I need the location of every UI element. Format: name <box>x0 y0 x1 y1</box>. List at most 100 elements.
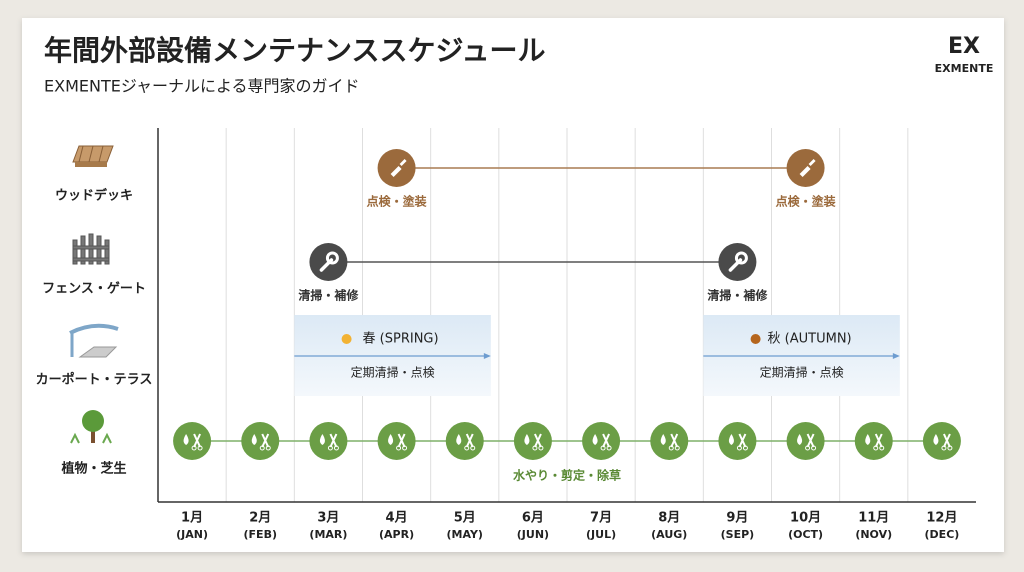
glyph-part <box>734 251 748 265</box>
icon-part <box>82 410 104 432</box>
logo-name: EXMENTE <box>935 62 994 75</box>
glyph <box>797 433 817 451</box>
event-label: 水やり・剪定・除草 <box>513 468 621 483</box>
glyph-part <box>947 445 953 451</box>
glyph-part <box>873 445 879 451</box>
glyph-part <box>670 433 679 448</box>
month-label: 1月 <box>181 511 203 526</box>
glyph-part <box>319 434 325 445</box>
season-name: 春 (SPRING) <box>363 332 439 347</box>
month-label: 7月 <box>590 511 612 526</box>
arrow-head <box>483 353 491 359</box>
glyph-part <box>738 433 747 448</box>
glyph-part <box>259 445 265 451</box>
glyph-part <box>191 445 197 451</box>
logo-mark: EX <box>948 34 980 59</box>
title: 年間外部設備メンテナンススケジュール <box>44 34 545 67</box>
event-label: 清掃・補修 <box>707 288 768 303</box>
month-label: 8月 <box>658 511 680 526</box>
event-circle <box>513 422 552 460</box>
month-sub: (DEC) <box>925 528 960 541</box>
event <box>445 422 484 460</box>
glyph-part <box>534 433 542 448</box>
glyph-part <box>728 434 734 445</box>
glyph <box>728 251 748 272</box>
glyph <box>319 251 339 272</box>
event-circle <box>650 422 689 460</box>
glyph-part <box>251 434 257 445</box>
glyph-part <box>524 434 530 445</box>
glyph-part <box>606 445 612 451</box>
icon-part <box>75 162 107 167</box>
row-icon <box>72 145 114 167</box>
glyph <box>390 159 407 177</box>
glyph-part <box>197 445 203 451</box>
glyph-part <box>396 445 402 451</box>
month-sub: (MAR) <box>309 528 347 541</box>
event-circle <box>922 422 961 460</box>
glyph <box>251 433 271 451</box>
glyph-part <box>390 159 407 177</box>
event <box>513 422 552 460</box>
event-circle <box>718 422 757 460</box>
event-label: 点検・塗装 <box>776 194 836 209</box>
event <box>582 422 621 460</box>
glyph-part <box>325 251 339 265</box>
month-label: 9月 <box>726 511 748 526</box>
month-sub: (FEB) <box>244 528 277 541</box>
event <box>786 422 825 460</box>
glyph-part <box>464 445 470 451</box>
glyph-part <box>183 434 189 445</box>
arrow-head <box>892 353 900 359</box>
event <box>650 422 689 460</box>
event-circle <box>786 422 825 460</box>
month-label: 11月 <box>858 511 889 526</box>
glyph <box>799 159 816 177</box>
row-label: カーポート・テラス <box>36 372 153 388</box>
glyph-part <box>806 433 815 448</box>
month-label: 12月 <box>926 511 957 526</box>
glyph-part <box>805 445 811 451</box>
month-label: 4月 <box>386 511 408 526</box>
month-label: 6月 <box>522 511 544 526</box>
glyph-part <box>470 445 476 451</box>
icon-part <box>104 239 110 265</box>
month-sub: (JUN) <box>517 528 549 541</box>
month-label: 10月 <box>790 511 821 526</box>
glyph-part <box>329 433 338 448</box>
event <box>718 243 757 281</box>
glyph <box>183 433 203 451</box>
row-icon <box>72 233 110 265</box>
icon-part <box>69 323 119 335</box>
row-label: ウッドデッキ <box>55 188 133 204</box>
glyph-part <box>602 433 610 448</box>
glyph-part <box>933 434 939 445</box>
icon-part <box>72 257 110 262</box>
glyph-part <box>265 445 271 451</box>
glyph <box>728 433 748 451</box>
month-sub: (AUG) <box>651 528 687 541</box>
glyph <box>865 433 885 451</box>
icon-part <box>70 432 112 444</box>
month-label: 2月 <box>249 511 271 526</box>
glyph-part <box>397 433 406 448</box>
month-sub: (OCT) <box>788 528 823 541</box>
glyph-part <box>660 434 666 445</box>
icon-part <box>72 145 114 167</box>
glyph-part <box>193 433 201 448</box>
glyph-part <box>261 433 270 448</box>
glyph-part <box>592 434 598 445</box>
glyph-part <box>941 445 947 451</box>
glyph-part <box>600 445 606 451</box>
event <box>377 422 416 460</box>
month-sub: (JUL) <box>586 528 616 541</box>
glyph-part <box>538 445 544 451</box>
event-circle <box>309 422 348 460</box>
season-icon <box>750 334 761 344</box>
icon-part <box>91 427 95 443</box>
glyph <box>456 433 476 451</box>
glyph-part <box>327 445 333 451</box>
glyph-part <box>874 433 883 448</box>
